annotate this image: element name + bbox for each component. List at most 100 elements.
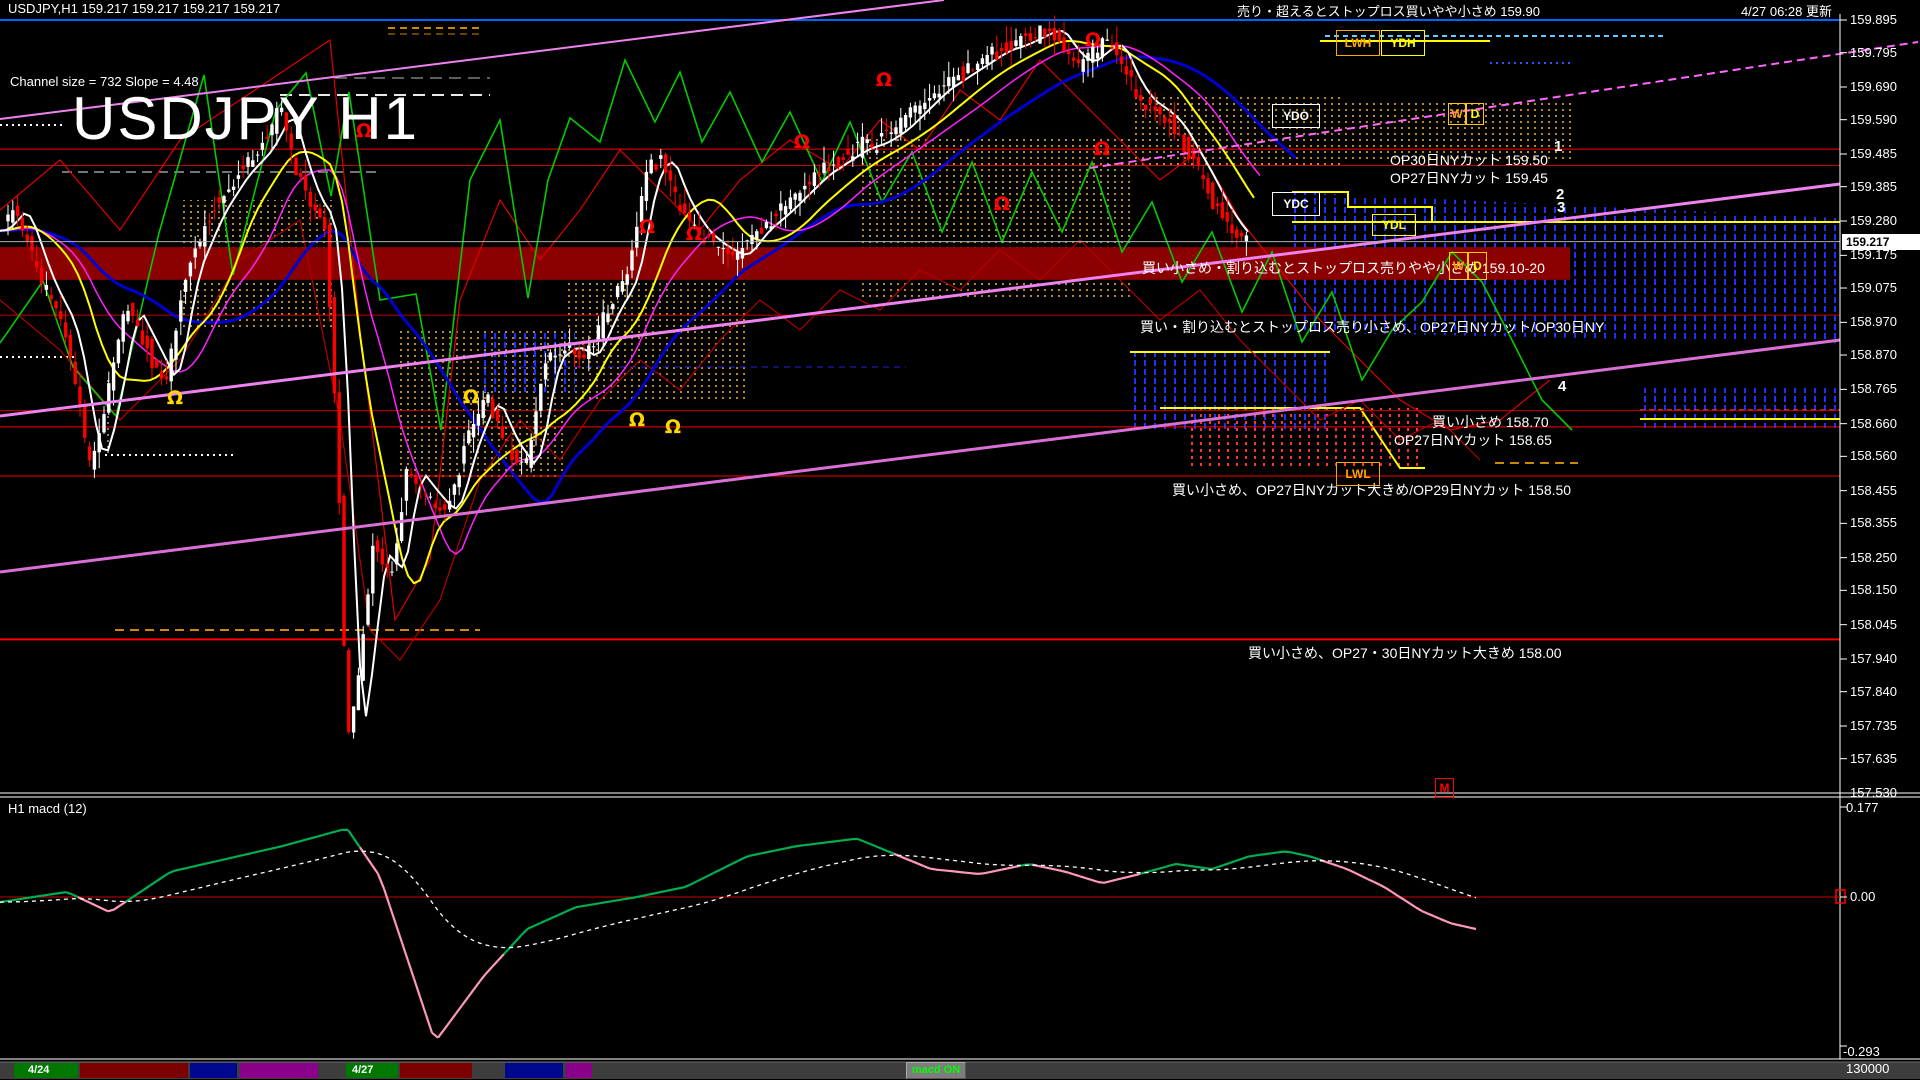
magnet-mark-yellow[interactable]: Ω	[463, 386, 479, 408]
magnet-mark-yellow[interactable]: Ω	[665, 416, 681, 438]
trend-line[interactable]	[1089, 41, 1919, 169]
macd-line-segment	[761, 850, 769, 855]
trend-line[interactable]	[0, 182, 1841, 418]
macd-line-segment	[1367, 878, 1375, 883]
magnet-mark-red[interactable]: Ω	[639, 216, 655, 238]
macd-line-segment	[1253, 853, 1261, 857]
magnet-mark-red[interactable]: Ω	[876, 69, 892, 91]
macd-line-segment	[1049, 867, 1057, 871]
macd-scale-top: 0.177	[1846, 800, 1879, 815]
ichimoku-cloud-dotted	[1345, 100, 1575, 162]
magnet-mark-red[interactable]: Ω	[1085, 29, 1101, 51]
macd-line-segment	[689, 880, 697, 886]
macd-toggle-button[interactable]: macd ON	[906, 1062, 966, 1079]
magnet-mark-yellow[interactable]: Ω	[167, 387, 183, 409]
macd-line-segment	[245, 852, 253, 856]
macd-line-segment	[941, 869, 949, 872]
macd-line-segment	[485, 966, 493, 975]
macd-line-segment	[521, 927, 529, 936]
macd-line-segment	[593, 902, 601, 906]
chart-title: USDJPY H1	[72, 85, 420, 152]
red-indicator-line	[0, 38, 1551, 622]
macd-line-segment	[1421, 910, 1429, 915]
macd-line-segment	[995, 868, 1003, 872]
volume-footer: 130000	[1846, 1061, 1890, 1076]
macd-line-segment	[1187, 864, 1195, 868]
channel-info: Channel size = 732 Slope = 4.48	[10, 74, 199, 89]
macd-line-segment	[797, 844, 805, 848]
macd-line-segment	[533, 922, 541, 927]
macd-line-segment	[1007, 866, 1015, 870]
macd-line-segment	[1235, 857, 1243, 862]
macd-line-segment	[394, 924, 404, 944]
macd-line-segment	[287, 841, 295, 846]
macd-line-segment	[623, 897, 631, 901]
macd-line-segment	[83, 899, 91, 904]
macd-line-segment	[1043, 866, 1051, 870]
macd-line-segment	[1415, 906, 1423, 913]
macd-line-segment	[497, 953, 505, 962]
macd-line-segment	[977, 872, 985, 875]
macd-line-segment	[1175, 862, 1183, 866]
macd-line-segment	[281, 843, 289, 848]
macd-line-segment	[557, 911, 565, 917]
macd-line-segment	[881, 847, 889, 853]
magnet-mark-red[interactable]: Ω	[994, 193, 1010, 215]
macd-line-segment	[1379, 883, 1387, 890]
trend-line[interactable]	[0, 0, 945, 120]
macd-line-segment	[41, 893, 49, 897]
macd-line-segment	[953, 870, 961, 874]
macd-line-segment	[605, 900, 613, 904]
macd-line-segment	[1463, 925, 1471, 929]
macd-line-segment	[857, 837, 865, 843]
macd-line-segment	[845, 838, 853, 842]
macd-line-segment	[671, 887, 679, 891]
macd-line-segment	[1163, 864, 1171, 869]
magnet-mark-red[interactable]: Ω	[356, 120, 372, 142]
macd-line-segment	[299, 838, 307, 843]
macd-line-segment	[827, 840, 835, 844]
macd-line-segment	[293, 840, 301, 844]
macd-line-segment	[317, 833, 325, 838]
macd-line-segment	[23, 896, 31, 900]
candles-layer	[6, 15, 1249, 739]
trend-line[interactable]	[0, 338, 1841, 574]
macd-line-segment	[197, 862, 205, 867]
macd-line-segment	[959, 871, 967, 874]
macd-line-segment	[406, 960, 416, 980]
macd-line-segment	[1001, 867, 1009, 871]
macd-line-segment	[185, 865, 193, 870]
macd-line-segment	[1055, 868, 1063, 873]
magnet-mark-red[interactable]: Ω	[1094, 138, 1110, 160]
macd-line-segment	[329, 830, 337, 835]
magnet-mark-yellow[interactable]: Ω	[629, 409, 645, 431]
macd-line-segment	[1355, 872, 1363, 878]
macd-line-segment	[767, 849, 775, 854]
macd-line-segment	[653, 891, 661, 895]
macd-line-segment	[923, 865, 931, 870]
macd-line-segment	[1157, 866, 1165, 870]
macd-line-segment	[617, 898, 625, 902]
magnet-mark-red[interactable]: Ω	[686, 223, 702, 245]
macd-line-segment	[1385, 887, 1393, 893]
macd-line-segment	[95, 904, 103, 910]
macd-line-segment	[251, 850, 259, 855]
macd-line-segment	[569, 906, 577, 911]
macd-line-segment	[29, 895, 37, 899]
magnet-mark-red[interactable]: Ω	[794, 131, 810, 153]
macd-line-segment	[191, 864, 199, 868]
macd-line-segment	[1097, 880, 1105, 884]
macd-line-segment	[785, 845, 793, 850]
macd-line-segment	[449, 1012, 457, 1023]
macd-line-segment	[119, 900, 127, 907]
macd-line-segment	[545, 916, 553, 922]
macd-line-segment	[701, 874, 709, 880]
macd-line-segment	[665, 888, 673, 893]
macd-line-segment	[203, 861, 211, 866]
macd-scale-zero: 0.00	[1850, 889, 1876, 904]
macd-line-segment	[143, 884, 151, 891]
macd-line-segment	[551, 914, 559, 919]
macd-line-segment	[1079, 875, 1087, 880]
